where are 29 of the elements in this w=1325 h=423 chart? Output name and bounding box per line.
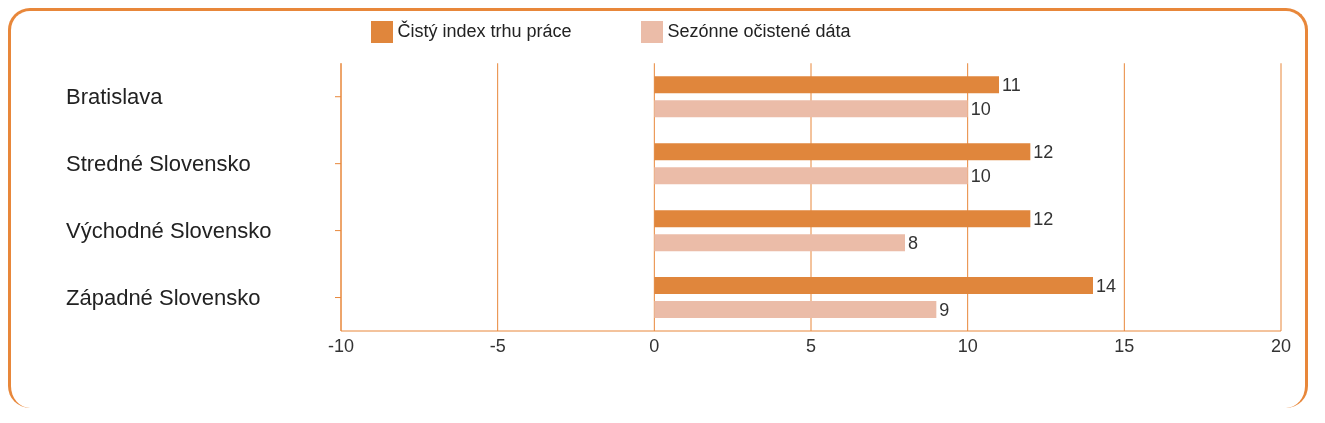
bar <box>654 210 1031 228</box>
bar <box>654 277 1093 295</box>
x-tick-label: 5 <box>805 335 817 356</box>
bar <box>654 301 937 319</box>
y-tick-label: Západné Slovensko <box>66 284 261 310</box>
bar <box>654 76 999 94</box>
bar <box>654 167 968 185</box>
x-tick-label: 20 <box>1270 335 1292 356</box>
x-tick-label: -5 <box>489 335 506 356</box>
data-label: 10 <box>970 166 991 187</box>
bar <box>654 100 968 118</box>
x-tick-label: 0 <box>649 335 660 356</box>
data-label: 12 <box>1033 142 1054 163</box>
data-label: 12 <box>1033 209 1054 230</box>
x-tick-label: 15 <box>1114 335 1135 356</box>
x-tick-label: -10 <box>327 335 355 356</box>
legend-label: Sezónne očistené dáta <box>667 21 851 41</box>
bar <box>654 143 1031 161</box>
data-label: 8 <box>908 233 919 254</box>
y-tick-label: Východné Slovensko <box>66 217 272 243</box>
x-tick-label: 10 <box>957 335 978 356</box>
data-label: 11 <box>1002 75 1021 96</box>
bar <box>654 234 905 252</box>
data-label: 10 <box>970 99 991 120</box>
y-tick-label: Stredné Slovensko <box>66 150 251 176</box>
data-label: 14 <box>1096 275 1117 296</box>
data-label: 9 <box>939 299 950 320</box>
legend-label: Čistý index trhu práce <box>397 21 572 41</box>
y-tick-label: Bratislava <box>66 83 164 109</box>
